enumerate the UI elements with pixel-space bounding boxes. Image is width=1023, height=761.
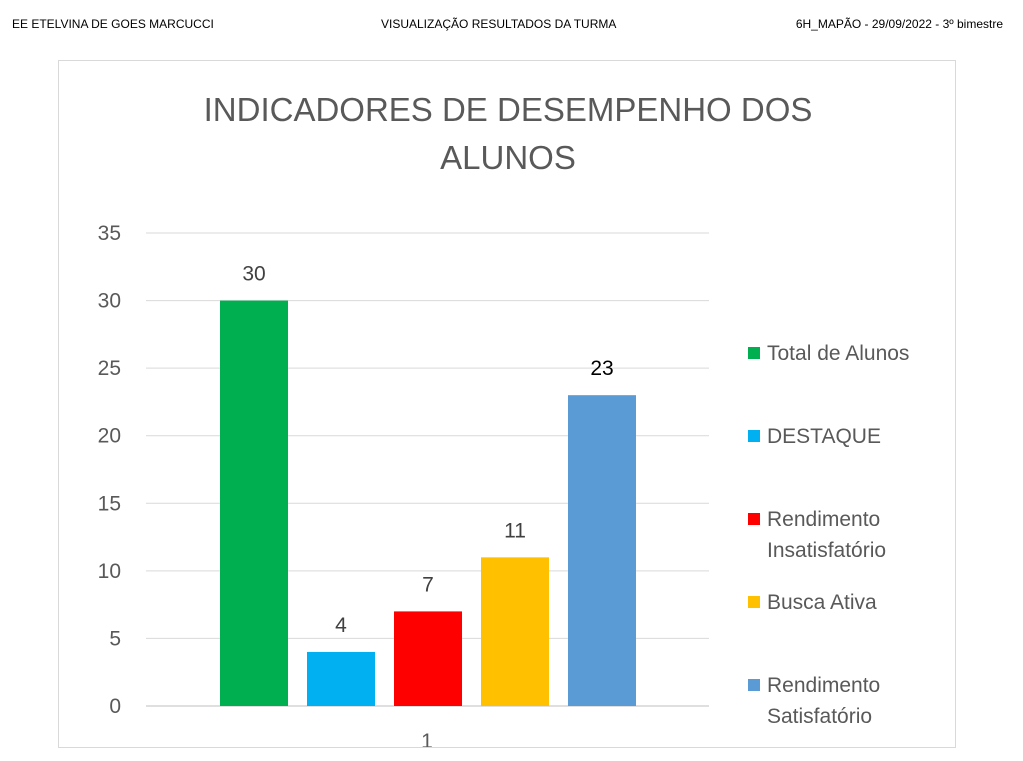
data-label: 4 (335, 614, 347, 637)
bar-rendimento-satisfat-rio (568, 395, 636, 706)
chart-title-line-2: ALUNOS (440, 139, 576, 176)
y-tick-label: 20 (98, 425, 121, 448)
legend-item: Busca Ativa (748, 591, 877, 614)
bar-total-de-alunos (220, 300, 288, 706)
legend-label: DESTAQUE (767, 425, 881, 448)
chart-title-line-1: INDICADORES DE DESEMPENHO DOS (204, 91, 813, 128)
school-name: EE ETELVINA DE GOES MARCUCCI (12, 17, 214, 31)
report-title: VISUALIZAÇÃO RESULTADOS DA TURMA (381, 17, 617, 31)
legend-item: Total de Alunos (748, 342, 909, 365)
y-tick-label: 5 (109, 627, 121, 650)
data-labels: 30 4 7 11 23 (242, 263, 613, 637)
y-tick-label: 30 (98, 290, 121, 313)
x-axis-category-label: 1 (421, 730, 433, 747)
y-tick-label: 25 (98, 357, 121, 380)
legend-swatch (748, 430, 760, 442)
bar-destaque (307, 651, 375, 706)
legend-swatch (748, 679, 760, 691)
legend-item: Rendimento Insatisfatório (748, 508, 886, 562)
y-tick-label: 0 (109, 695, 121, 718)
bar-busca-ativa (481, 557, 549, 706)
legend-swatch (748, 347, 760, 359)
y-tick-label: 35 (98, 222, 121, 245)
data-label: 23 (590, 357, 613, 380)
legend-item: DESTAQUE (748, 425, 881, 448)
bars (220, 300, 636, 706)
y-tick-label: 15 (98, 492, 121, 515)
bar-chart: INDICADORES DE DESEMPENHO DOS ALUNOS 0 5 1… (98, 91, 910, 747)
class-date-info: 6H_MAPÃO - 29/09/2022 - 3º bimestre (795, 17, 1003, 31)
legend-label: Rendimento (767, 508, 880, 531)
legend-label: Rendimento (767, 674, 880, 697)
legend-label: Satisfatório (767, 705, 872, 728)
chart-title: INDICADORES DE DESEMPENHO DOS ALUNOS (204, 91, 813, 176)
page-header: EE ETELVINA DE GOES MARCUCCI VISUALIZAÇÃ… (0, 0, 1023, 40)
legend-swatch (748, 596, 760, 608)
legend-swatch (748, 513, 760, 525)
bar-rendimento-insatisfat-rio (394, 611, 462, 706)
y-tick-label: 10 (98, 560, 121, 583)
data-label: 30 (242, 263, 265, 286)
legend: Total de Alunos DESTAQUE Rendimento Insatis… (748, 342, 909, 728)
chart-frame: INDICADORES DE DESEMPENHO DOS ALUNOS 0 5 1… (58, 60, 956, 748)
data-label: 7 (422, 573, 434, 596)
data-label: 11 (504, 519, 526, 542)
legend-label: Busca Ativa (767, 591, 877, 614)
legend-label: Total de Alunos (767, 342, 909, 365)
legend-item: Rendimento Satisfatório (748, 674, 880, 728)
legend-label: Insatisfatório (767, 539, 886, 562)
y-axis-tick-labels: 0 5 10 15 20 25 30 35 (98, 222, 121, 718)
